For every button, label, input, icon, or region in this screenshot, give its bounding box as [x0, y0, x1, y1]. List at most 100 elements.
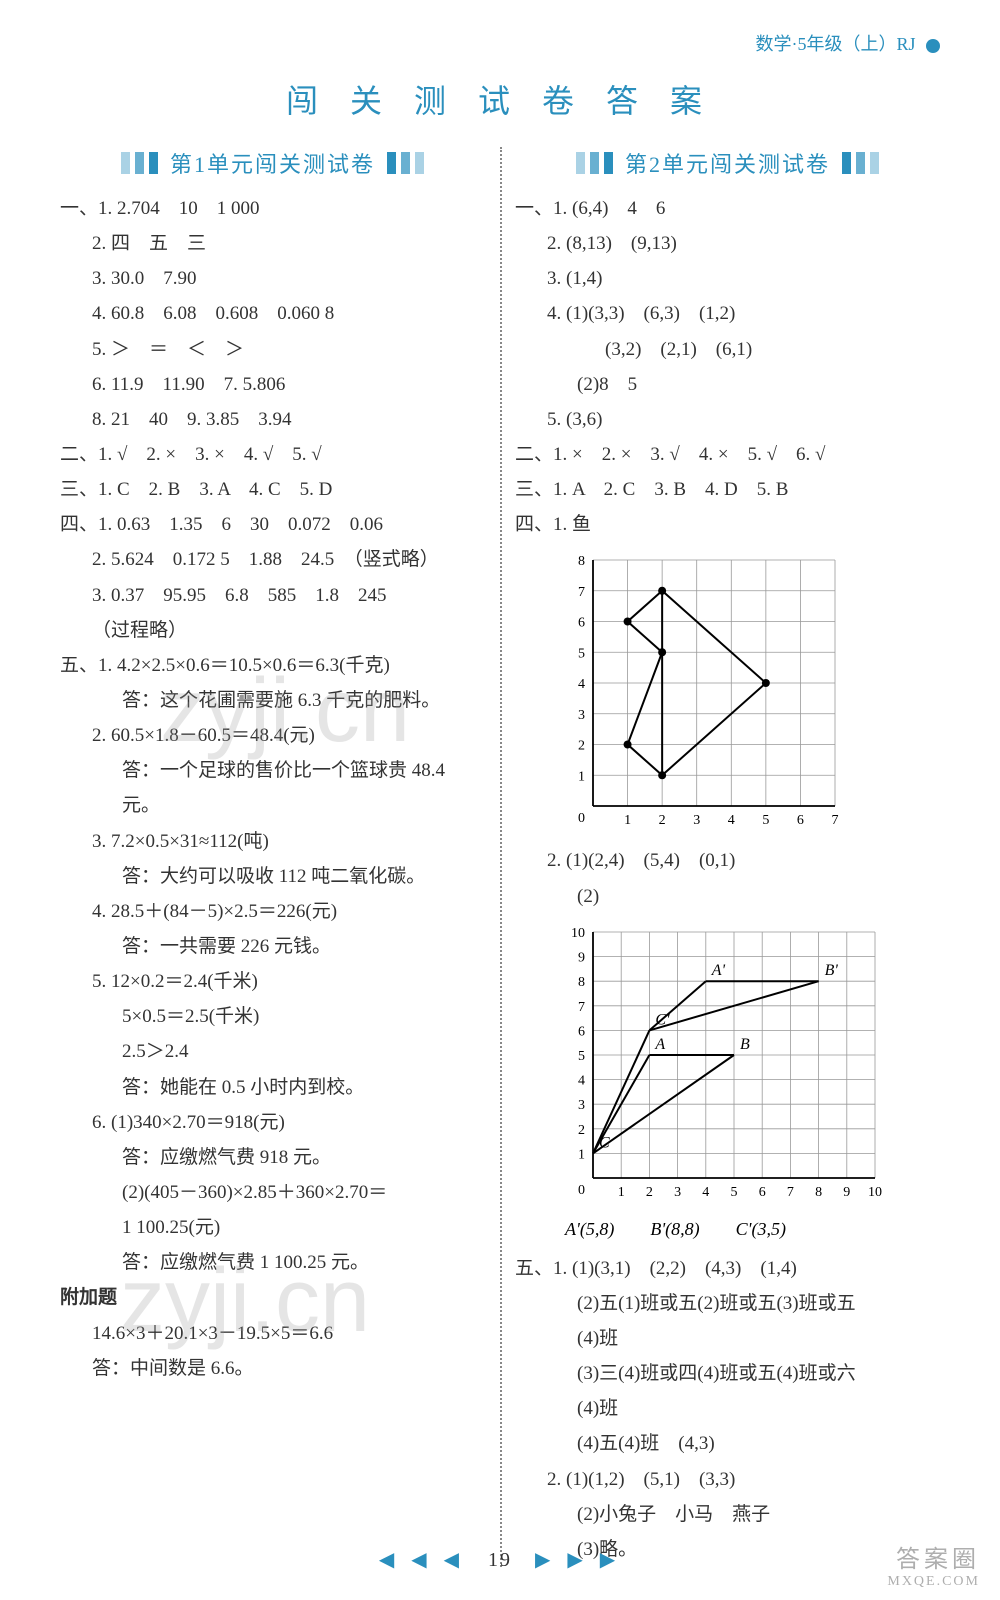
svg-text:2: 2 — [578, 1122, 585, 1137]
u2-s1-l2: 2. (8,13) (9,13) — [515, 226, 940, 261]
svg-text:3: 3 — [693, 813, 700, 828]
svg-text:3: 3 — [578, 1098, 585, 1113]
u1-s2: 二、1. √ 2. × 3. × 4. √ 5. √ — [60, 437, 485, 472]
u2-s1-l1: 一、1. (6,4) 4 6 — [515, 191, 940, 226]
svg-text:3: 3 — [674, 1185, 681, 1200]
u2-s5-l3b: (4)班 — [515, 1391, 940, 1426]
chart2-triangle: 12345678910123456789100AA'BB'CC' — [565, 922, 940, 1207]
u1-s1-l6: 6. 11.9 11.90 7. 5.806 — [60, 367, 485, 402]
u1-s5-q6d: 1 100.25(元) — [60, 1210, 485, 1245]
svg-text:0: 0 — [578, 811, 585, 826]
u1-s3: 三、1. C 2. B 3. A 4. C 5. D — [60, 472, 485, 507]
u2-s1-l5: 5. (3,6) — [515, 402, 940, 437]
u2-s5-l2: (2)五(1)班或五(2)班或五(3)班或五 — [515, 1286, 940, 1321]
svg-text:7: 7 — [832, 813, 839, 828]
u1-s5-q5b: 5×0.5＝2.5(千米) — [60, 999, 485, 1034]
svg-text:4: 4 — [578, 1073, 585, 1088]
svg-text:C': C' — [655, 1011, 670, 1028]
u1-s5-q6a: 6. (1)340×2.70＝918(元) — [60, 1105, 485, 1140]
banner-bars-left — [121, 152, 158, 174]
corner-watermark: 答案圈 MXQE.COM — [887, 1539, 980, 1590]
u1-extra-l1: 14.6×3＋20.1×3－19.5×5＝6.6 — [60, 1316, 485, 1351]
svg-text:2: 2 — [659, 813, 666, 828]
u2-s5-l3: (3)三(4)班或四(4)班或五(4)班或六 — [515, 1356, 940, 1391]
u1-s5-q1b: 答：这个花圃需要施 6.3 千克的肥料。 — [60, 683, 485, 718]
chart1-svg: 1234567123456780 — [565, 550, 845, 830]
page-number: 19 — [488, 1549, 512, 1571]
svg-text:C: C — [599, 1134, 610, 1151]
u2-s1-l3: 3. (1,4) — [515, 261, 940, 296]
unit1-banner: 第1单元闯关测试卷 — [60, 147, 485, 179]
u1-s5-q2b: 答：一个足球的售价比一个篮球贵 48.4 元。 — [60, 753, 485, 823]
svg-text:8: 8 — [815, 1185, 822, 1200]
svg-text:9: 9 — [578, 950, 585, 965]
header-dot — [926, 39, 940, 53]
u2-s1-l4: 4. (1)(3,3) (6,3) (1,2) — [515, 296, 940, 331]
chart1-fish: 1234567123456780 — [565, 550, 940, 835]
chart2-svg: 12345678910123456789100AA'BB'CC' — [565, 922, 885, 1202]
svg-text:5: 5 — [578, 1049, 585, 1064]
u1-s4-l3: 3. 0.37 95.95 6.8 585 1.8 245 — [60, 578, 485, 613]
u1-s5-q2a: 2. 60.5×1.8－60.5＝48.4(元) — [60, 718, 485, 753]
svg-text:B': B' — [825, 962, 839, 979]
u1-extra-title: 附加题 — [60, 1280, 485, 1315]
svg-text:4: 4 — [728, 813, 735, 828]
svg-text:8: 8 — [578, 554, 585, 569]
u2-s1-l4c: (2)8 5 — [515, 367, 940, 402]
u1-s1-l2: 2. 四 五 三 — [60, 226, 485, 261]
u1-s5-q6e: 答：应缴燃气费 1 100.25 元。 — [60, 1245, 485, 1280]
svg-text:1: 1 — [618, 1185, 625, 1200]
u2-s4label: 四、1. 鱼 — [515, 507, 940, 542]
svg-text:B: B — [740, 1036, 750, 1053]
u1-s5-q6c: (2)(405－360)×2.85＋360×2.70＝ — [60, 1175, 485, 1210]
unit1-banner-text: 第1单元闯关测试卷 — [170, 147, 375, 179]
u1-s5-q3a: 3. 7.2×0.5×31≈112(吨) — [60, 824, 485, 859]
u2-s4-2: 2. (1)(2,4) (5,4) (0,1) — [515, 843, 940, 878]
right-column: 第2单元闯关测试卷 一、1. (6,4) 4 6 2. (8,13) (9,13… — [500, 147, 955, 1567]
unit2-banner-text: 第2单元闯关测试卷 — [625, 147, 830, 179]
u1-extra-l2: 答：中间数是 6.6。 — [60, 1351, 485, 1386]
banner-bars-right — [842, 152, 879, 174]
u1-s1-l5: 5. ＞ ＝ ＜ ＞ — [60, 332, 485, 367]
u2-s5-l4: (4)五(4)班 (4,3) — [515, 1426, 940, 1461]
svg-text:7: 7 — [578, 999, 585, 1014]
u2-s5-l2b: (4)班 — [515, 1321, 940, 1356]
u1-s5-q1a: 五、1. 4.2×2.5×0.6＝10.5×0.6＝6.3(千克) — [60, 648, 485, 683]
svg-text:8: 8 — [578, 975, 585, 990]
svg-text:A: A — [654, 1036, 665, 1053]
footer-left-arrows: ◀ ◀ ◀ — [379, 1549, 465, 1571]
svg-text:6: 6 — [797, 813, 804, 828]
svg-text:0: 0 — [578, 1183, 585, 1198]
svg-text:A': A' — [711, 962, 726, 979]
page-header: 数学·5年级（上）RJ — [0, 0, 1000, 66]
u1-s5-q5a: 5. 12×0.2＝2.4(千米) — [60, 964, 485, 999]
u2-s3: 三、1. A 2. C 3. B 4. D 5. B — [515, 472, 940, 507]
svg-text:10: 10 — [571, 926, 585, 941]
svg-text:1: 1 — [578, 1147, 585, 1162]
u1-s4-l2: 2. 5.624 0.172 5 1.88 24.5 （竖式略） — [60, 542, 485, 577]
chart2-caption: A'(5,8) B'(8,8) C'(3,5) — [565, 1215, 940, 1241]
content-columns: 第1单元闯关测试卷 一、1. 2.704 10 1 000 2. 四 五 三 3… — [0, 147, 1000, 1567]
svg-text:6: 6 — [578, 616, 585, 631]
unit2-banner: 第2单元闯关测试卷 — [515, 147, 940, 179]
svg-text:9: 9 — [843, 1185, 850, 1200]
page-footer: ◀ ◀ ◀ 19 ▶ ▶ ▶ — [0, 1547, 1000, 1572]
banner-bars-left — [576, 152, 613, 174]
u1-s1-l1: 一、1. 2.704 10 1 000 — [60, 191, 485, 226]
footer-right-arrows: ▶ ▶ ▶ — [535, 1549, 621, 1571]
svg-text:1: 1 — [624, 813, 631, 828]
u1-s5-q5c: 2.5＞2.4 — [60, 1034, 485, 1069]
u1-s5-q3b: 答：大约可以吸收 112 吨二氧化碳。 — [60, 859, 485, 894]
svg-text:10: 10 — [868, 1185, 882, 1200]
banner-bars-right — [387, 152, 424, 174]
u1-s4-l1: 四、1. 0.63 1.35 6 30 0.072 0.06 — [60, 507, 485, 542]
svg-text:7: 7 — [578, 585, 585, 600]
u2-s5-l1: 五、1. (1)(3,1) (2,2) (4,3) (1,4) — [515, 1251, 940, 1286]
svg-text:4: 4 — [578, 677, 585, 692]
u1-s1-l4: 4. 60.8 6.08 0.608 0.060 8 — [60, 296, 485, 331]
u1-s5-q6b: 答：应缴燃气费 918 元。 — [60, 1140, 485, 1175]
u2-s4-2b: (2) — [515, 879, 940, 914]
page-title: 闯 关 测 试 卷 答 案 — [0, 76, 1000, 122]
corner-wm-l2: MXQE.COM — [887, 1574, 980, 1590]
corner-wm-l1: 答案圈 — [887, 1539, 980, 1574]
